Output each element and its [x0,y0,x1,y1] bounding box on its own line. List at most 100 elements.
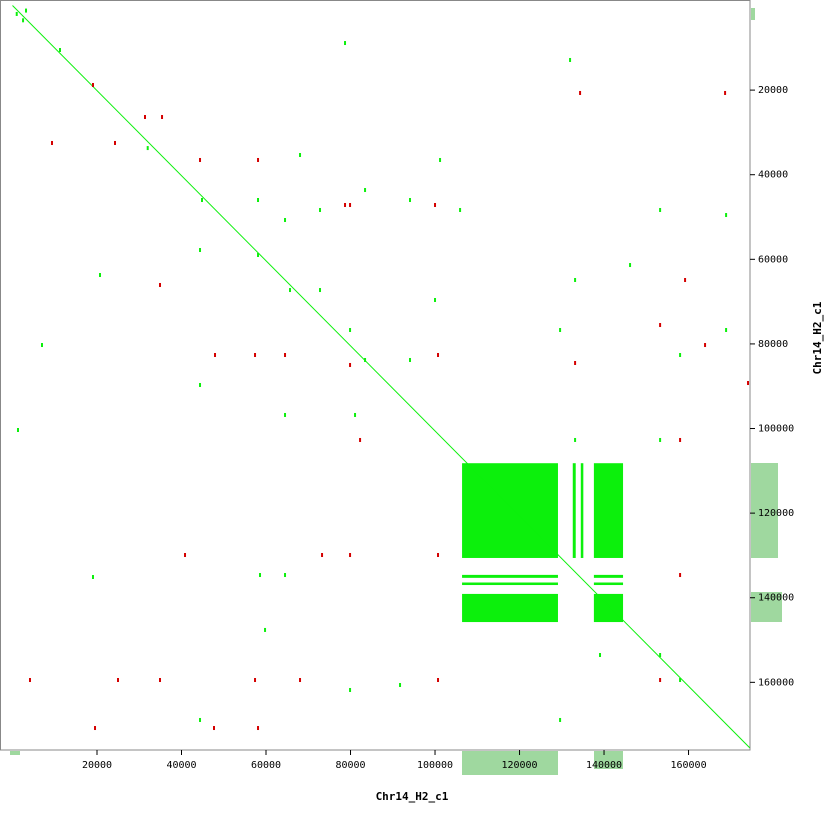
dot [213,726,216,731]
dot [684,277,687,282]
x-tick-label: 20000 [82,760,112,771]
dot [319,207,322,212]
dot [437,553,440,558]
y-tick-label: 80000 [758,339,788,350]
dot [437,352,440,357]
diagonal [12,5,751,749]
dot [184,553,187,558]
dot [434,298,437,303]
dot [254,352,257,357]
alignment-block [593,582,624,586]
dot [284,352,287,357]
dot [704,343,707,348]
dot [747,381,750,386]
dot [599,653,602,658]
dot [40,343,43,348]
alignment-block [580,463,584,558]
dot [659,653,662,658]
dot [364,188,367,193]
dot [725,327,728,332]
dot [409,357,412,362]
dot [725,213,728,218]
dot [146,146,149,151]
dot [99,273,102,278]
x-tick-label: 40000 [166,760,196,771]
dot [344,202,347,207]
y-tick-label: 60000 [758,254,788,265]
dot [364,357,367,362]
dot [91,82,94,87]
dot [434,202,437,207]
y-tick-label: 40000 [758,170,788,181]
dot [254,678,257,683]
x-tick-label: 120000 [501,760,537,771]
dot [569,57,572,62]
dot [117,678,120,683]
alignment-block [462,463,558,558]
dot [409,198,412,203]
y-tick-label: 100000 [758,424,794,435]
coverage-bottom [10,751,20,755]
dot [349,362,352,367]
dot [321,553,324,558]
dot [16,428,19,433]
dot [679,678,682,683]
coverage-bottom [594,751,623,769]
dot [159,678,162,683]
dot [724,90,727,95]
dot [559,327,562,332]
dot [289,288,292,293]
dot [25,8,28,13]
dot [439,157,442,162]
dot [264,627,267,632]
alignment-block [593,463,624,558]
dot [629,263,632,268]
dot [659,678,662,683]
dot [349,553,352,558]
dot [94,726,97,731]
dot [51,140,54,145]
alignment-block [593,593,624,623]
alignment-block [572,463,576,558]
dot [257,157,260,162]
dot [257,726,260,731]
coverage-bottom [462,751,558,775]
y-tick-label: 120000 [758,508,794,519]
coverage-right [751,8,755,20]
dot [201,198,204,203]
y-tick-label: 160000 [758,677,794,688]
dot [559,717,562,722]
dot [299,678,302,683]
dot [437,678,440,683]
coverage-right [751,592,782,622]
x-tick-label: 140000 [586,760,622,771]
y-tick-label: 20000 [758,85,788,96]
x-axis-title: Chr14_H2_c1 [376,790,449,803]
dot [574,437,577,442]
x-tick-label: 160000 [670,760,706,771]
dot [679,352,682,357]
dot [659,323,662,328]
dot [58,48,61,53]
dot [257,252,260,257]
dot [28,678,31,683]
dot [214,352,217,357]
dot [259,573,262,578]
coverage-right [751,463,778,558]
dot [349,327,352,332]
dot [459,207,462,212]
dot [91,574,94,579]
dot [22,18,25,23]
dot [199,717,202,722]
dot [349,687,352,692]
dot [349,202,352,207]
dot [679,573,682,578]
dot [574,360,577,365]
x-tick-label: 60000 [251,760,281,771]
dot [399,682,402,687]
dot [114,140,117,145]
plot-frame [0,0,751,751]
dot [159,282,162,287]
dot [344,41,347,46]
